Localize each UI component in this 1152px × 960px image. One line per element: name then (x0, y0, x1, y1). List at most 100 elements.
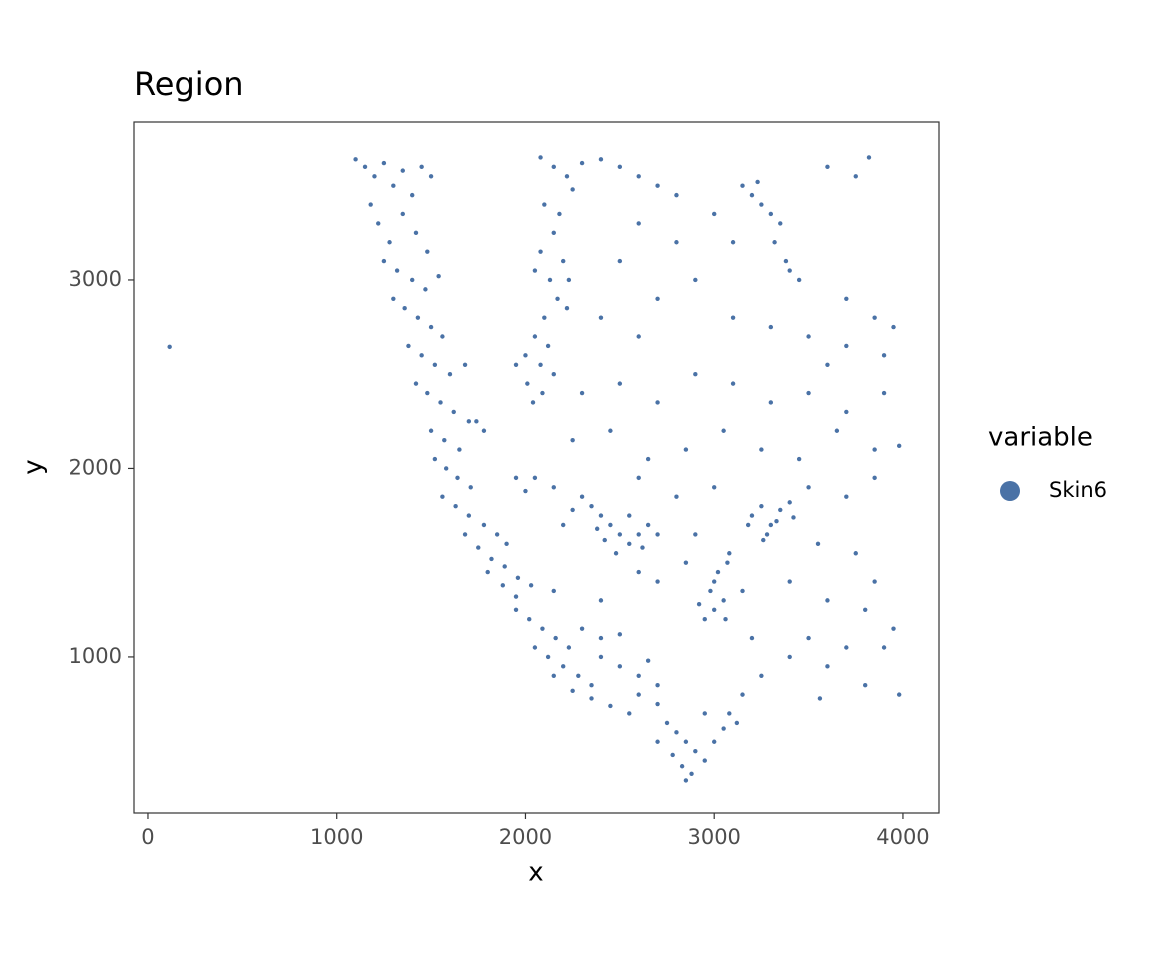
point (598, 513, 604, 518)
x-axis-title: x (528, 858, 543, 888)
point (872, 315, 877, 320)
point (406, 343, 411, 349)
point (872, 447, 877, 452)
point (617, 664, 623, 669)
point (708, 588, 713, 594)
point (415, 315, 421, 320)
panel-border (133, 121, 940, 814)
point (806, 485, 811, 490)
point (655, 739, 660, 744)
point (825, 362, 830, 367)
point (866, 155, 872, 160)
point (419, 353, 424, 358)
point (730, 240, 736, 245)
point (602, 537, 607, 543)
point (513, 362, 519, 367)
point (432, 456, 438, 462)
point (542, 315, 547, 320)
point (664, 720, 670, 726)
point (617, 381, 623, 386)
point (598, 315, 604, 320)
point (570, 437, 575, 443)
point (683, 739, 689, 744)
point (627, 513, 632, 518)
point (872, 579, 877, 584)
point (655, 701, 660, 707)
point (551, 673, 556, 678)
point (353, 157, 358, 162)
point (696, 601, 702, 607)
point (391, 183, 396, 188)
point (853, 174, 858, 179)
point (721, 428, 726, 433)
point (834, 428, 840, 433)
point (778, 507, 783, 513)
point (555, 296, 560, 302)
point (551, 230, 556, 236)
point (502, 564, 507, 569)
point (825, 598, 830, 603)
point (815, 541, 821, 547)
point (432, 362, 438, 367)
point (538, 362, 543, 367)
point (557, 211, 562, 217)
point (693, 748, 698, 754)
point (783, 258, 789, 264)
point (617, 632, 623, 637)
point (853, 551, 858, 556)
point (636, 569, 641, 575)
point (410, 192, 415, 198)
point (598, 157, 604, 162)
y-tick-label: 2000 (69, 455, 122, 479)
point (891, 324, 896, 330)
point (455, 475, 460, 481)
point (881, 645, 887, 650)
y-tick-label: 3000 (69, 267, 122, 291)
point (881, 353, 887, 358)
point (589, 683, 594, 688)
point (381, 258, 387, 264)
point (538, 155, 543, 160)
point (589, 503, 594, 509)
point (515, 575, 521, 580)
point (627, 541, 632, 547)
point (768, 211, 774, 217)
point (730, 315, 736, 320)
point (532, 334, 538, 339)
point (440, 494, 445, 499)
point (734, 720, 740, 726)
point (863, 683, 868, 688)
point (400, 211, 405, 217)
point (655, 532, 660, 537)
point (551, 588, 556, 594)
point (362, 164, 368, 170)
point (387, 240, 392, 245)
point (402, 306, 407, 311)
point (425, 390, 430, 396)
point (532, 268, 538, 273)
point (723, 617, 728, 622)
point (636, 475, 641, 481)
point (538, 249, 543, 254)
point (636, 221, 641, 226)
legend-title: variable (988, 423, 1093, 453)
point (476, 545, 481, 550)
point (768, 324, 774, 330)
x-tick-label: 2000 (499, 825, 552, 849)
point (727, 551, 732, 556)
point (551, 164, 556, 170)
point (627, 711, 632, 716)
point (674, 730, 679, 735)
point (494, 532, 500, 537)
point (702, 711, 707, 716)
point (636, 692, 641, 697)
point (440, 334, 445, 339)
point (551, 371, 556, 377)
point (693, 277, 698, 283)
point (712, 739, 717, 744)
point (613, 551, 619, 556)
point (749, 513, 755, 518)
point (608, 522, 613, 528)
point (561, 522, 566, 528)
point (570, 688, 575, 694)
